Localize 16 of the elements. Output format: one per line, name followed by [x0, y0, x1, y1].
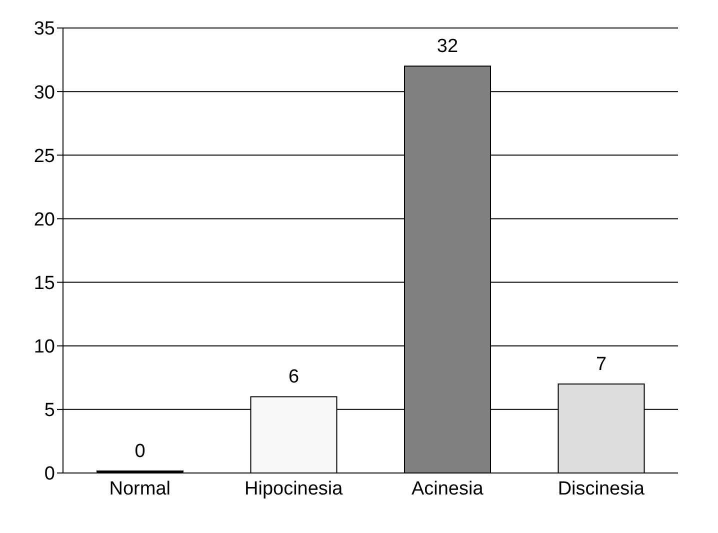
data-label: 32 [436, 36, 458, 58]
y-tick-label: 35 [34, 18, 55, 40]
y-tick-label: 0 [44, 464, 55, 485]
data-label: 6 [288, 366, 300, 388]
y-tick-label: 10 [34, 336, 55, 358]
x-tick-label: Hipocinesia [244, 478, 344, 500]
data-label: 0 [134, 441, 146, 462]
y-tick-label: 5 [44, 400, 55, 422]
y-tick-label: 30 [34, 82, 55, 104]
y-tick-label: 20 [34, 209, 55, 230]
x-tick-label: Discinesia [558, 478, 645, 500]
y-tick-label: 15 [34, 273, 55, 294]
x-tick-label: Acinesia [411, 478, 484, 500]
y-tick-label: 25 [34, 146, 55, 167]
x-tick-label: Normal [109, 478, 170, 500]
data-label: 7 [596, 354, 607, 375]
